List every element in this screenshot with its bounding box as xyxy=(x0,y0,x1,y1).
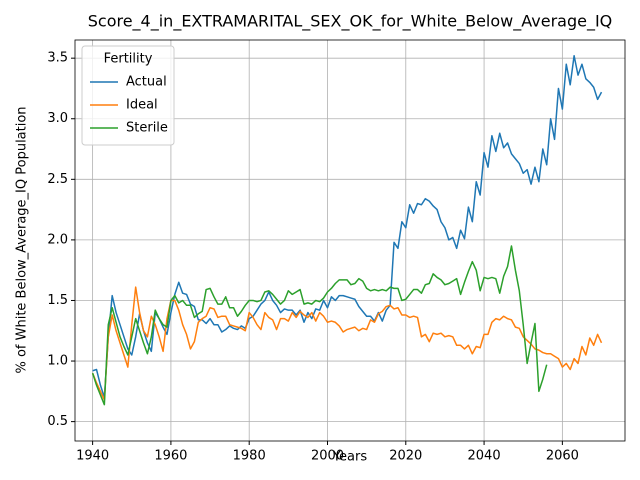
y-tick-label: 2.0 xyxy=(47,232,68,247)
x-axis-label: Years xyxy=(332,450,368,465)
y-tick-label: 2.5 xyxy=(47,172,68,187)
y-axis-label: % of White Below_Average_IQ Population xyxy=(15,106,30,373)
x-tick-label: 1960 xyxy=(154,449,187,464)
y-tick-label: 0.5 xyxy=(47,414,68,429)
series-line xyxy=(91,245,548,406)
series-line xyxy=(92,55,603,399)
legend: Fertility Actual Ideal Sterile xyxy=(81,45,175,146)
y-tick-label: 3.5 xyxy=(47,51,68,66)
legend-box xyxy=(81,45,175,146)
x-tick-label: 2040 xyxy=(468,449,501,464)
legend-label: Actual xyxy=(126,75,167,90)
y-tick-label: 3.0 xyxy=(47,111,68,126)
plot-frame xyxy=(74,39,626,442)
x-tick-label: 2060 xyxy=(546,449,579,464)
x-tick-label: 1940 xyxy=(76,449,109,464)
x-tick-label: 2000 xyxy=(311,449,344,464)
y-tick-label: 1.5 xyxy=(47,293,68,308)
x-tick-label: 2020 xyxy=(389,449,422,464)
chart-title: Score_4_in_EXTRAMARITAL_SEX_OK_for_White… xyxy=(88,12,613,32)
legend-title: Fertility xyxy=(104,52,153,67)
y-tick-label: 1.0 xyxy=(47,354,68,369)
legend-label: Ideal xyxy=(126,98,158,113)
x-tick-label: 1980 xyxy=(233,449,266,464)
series-line xyxy=(91,286,603,401)
legend-label: Sterile xyxy=(126,121,168,136)
